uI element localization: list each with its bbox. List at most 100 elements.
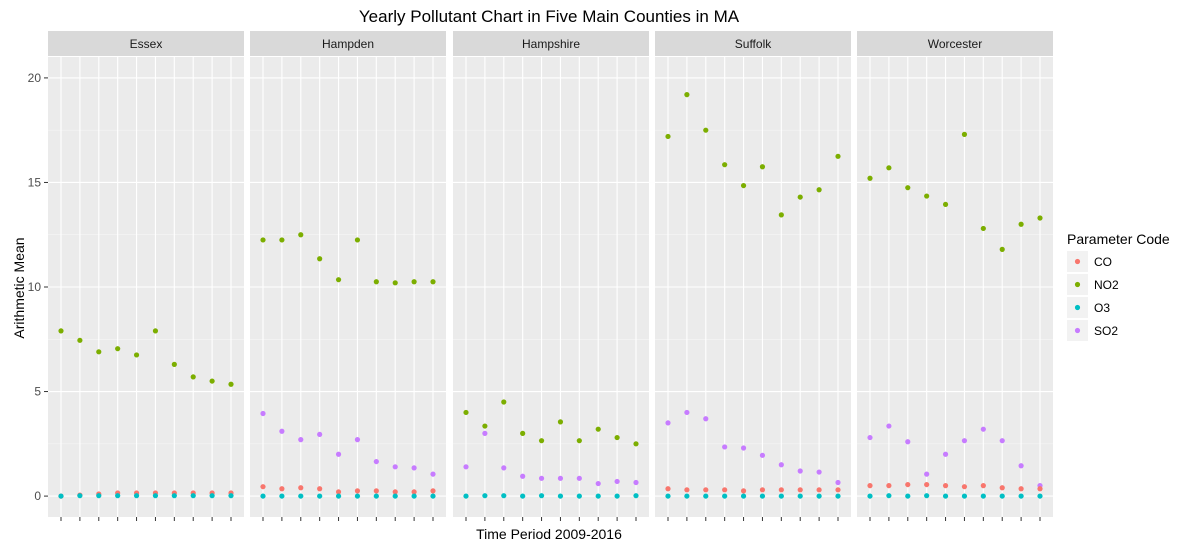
point-co — [942, 483, 949, 489]
y-tick-label: 10 — [28, 280, 42, 294]
point-no2 — [335, 277, 342, 283]
point-no2 — [867, 175, 873, 181]
point-no2 — [703, 127, 709, 133]
point-o3 — [684, 493, 690, 499]
point-o3 — [740, 493, 747, 499]
legend: Parameter Code CO NO2 O3 SO2 — [1067, 231, 1170, 341]
facet-strip-label: Worcester — [928, 37, 982, 51]
point-no2 — [684, 92, 690, 98]
point-o3 — [209, 493, 215, 499]
point-no2 — [759, 164, 766, 170]
point-no2 — [228, 381, 234, 387]
point-o3 — [816, 493, 822, 499]
point-co — [373, 488, 379, 494]
point-co — [740, 488, 747, 494]
point-co — [260, 484, 266, 490]
point-o3 — [411, 493, 417, 499]
point-so2 — [430, 471, 436, 477]
point-co — [665, 486, 671, 492]
point-no2 — [482, 423, 488, 429]
point-o3 — [614, 493, 620, 499]
point-co — [279, 486, 285, 492]
point-so2 — [905, 439, 911, 445]
y-axis: 0 5 10 15 20 — [28, 71, 48, 503]
point-no2 — [430, 279, 436, 285]
point-co — [886, 483, 892, 489]
point-so2 — [633, 479, 639, 486]
point-o3 — [633, 493, 639, 499]
x-axis-title: Time Period 2009-2016 — [476, 526, 622, 542]
point-so2 — [886, 423, 892, 429]
chart-title: Yearly Pollutant Chart in Five Main Coun… — [359, 7, 740, 26]
point-co — [778, 487, 784, 493]
point-no2 — [614, 434, 620, 441]
point-so2 — [411, 465, 417, 471]
point-so2 — [924, 471, 930, 477]
point-co — [392, 489, 398, 495]
y-tick-label: 20 — [28, 71, 42, 85]
point-no2 — [797, 194, 803, 200]
point-no2 — [373, 279, 379, 285]
panel-hampshire: Hampshire — [453, 31, 649, 521]
panel-worcester: Worcester — [857, 31, 1053, 521]
point-so2 — [373, 458, 379, 465]
point-o3 — [430, 493, 436, 499]
point-no2 — [392, 280, 398, 286]
facet-strip-label: Hampshire — [522, 37, 580, 51]
point-co — [797, 487, 803, 493]
point-so2 — [260, 410, 266, 417]
point-no2 — [298, 232, 304, 238]
point-no2 — [665, 133, 671, 140]
point-co — [905, 481, 911, 488]
point-so2 — [354, 437, 361, 443]
point-o3 — [924, 493, 930, 499]
point-so2 — [614, 478, 620, 485]
point-o3 — [58, 493, 64, 499]
point-o3 — [778, 493, 784, 499]
point-o3 — [797, 493, 803, 499]
point-o3 — [77, 493, 83, 499]
legend-label: NO2 — [1094, 278, 1119, 292]
point-no2 — [279, 237, 285, 243]
point-co — [703, 487, 709, 493]
point-no2 — [411, 279, 417, 285]
point-o3 — [1018, 493, 1024, 499]
point-o3 — [171, 493, 177, 499]
point-o3 — [298, 493, 304, 499]
point-so2 — [722, 444, 728, 450]
point-o3 — [115, 493, 121, 499]
point-o3 — [260, 493, 266, 499]
panel-hampden: Hampden — [250, 31, 446, 521]
point-o3 — [835, 493, 841, 499]
point-o3 — [501, 493, 507, 499]
point-so2 — [961, 438, 968, 444]
point-so2 — [557, 475, 564, 481]
point-so2 — [520, 473, 526, 479]
point-so2 — [335, 451, 342, 457]
point-o3 — [980, 493, 986, 499]
point-no2 — [980, 225, 986, 232]
point-o3 — [538, 493, 545, 499]
point-o3 — [905, 493, 911, 499]
point-no2 — [595, 426, 601, 432]
point-no2 — [190, 374, 196, 380]
point-so2 — [867, 434, 873, 441]
point-so2 — [942, 451, 949, 457]
point-co — [961, 484, 968, 490]
point-so2 — [759, 452, 766, 458]
point-so2 — [778, 462, 784, 468]
point-no2 — [1037, 215, 1043, 221]
point-so2 — [576, 475, 582, 481]
point-no2 — [209, 378, 215, 384]
point-so2 — [703, 416, 709, 422]
legend-label: O3 — [1094, 301, 1110, 315]
legend-label: SO2 — [1094, 324, 1118, 338]
facet-strip — [655, 31, 851, 56]
point-no2 — [260, 237, 266, 243]
point-no2 — [152, 328, 159, 334]
point-so2 — [740, 445, 747, 451]
point-no2 — [740, 182, 747, 189]
facet-panels: Essex Hampden Hampshire Suffolk Worcester — [48, 31, 1053, 521]
point-no2 — [133, 352, 140, 358]
